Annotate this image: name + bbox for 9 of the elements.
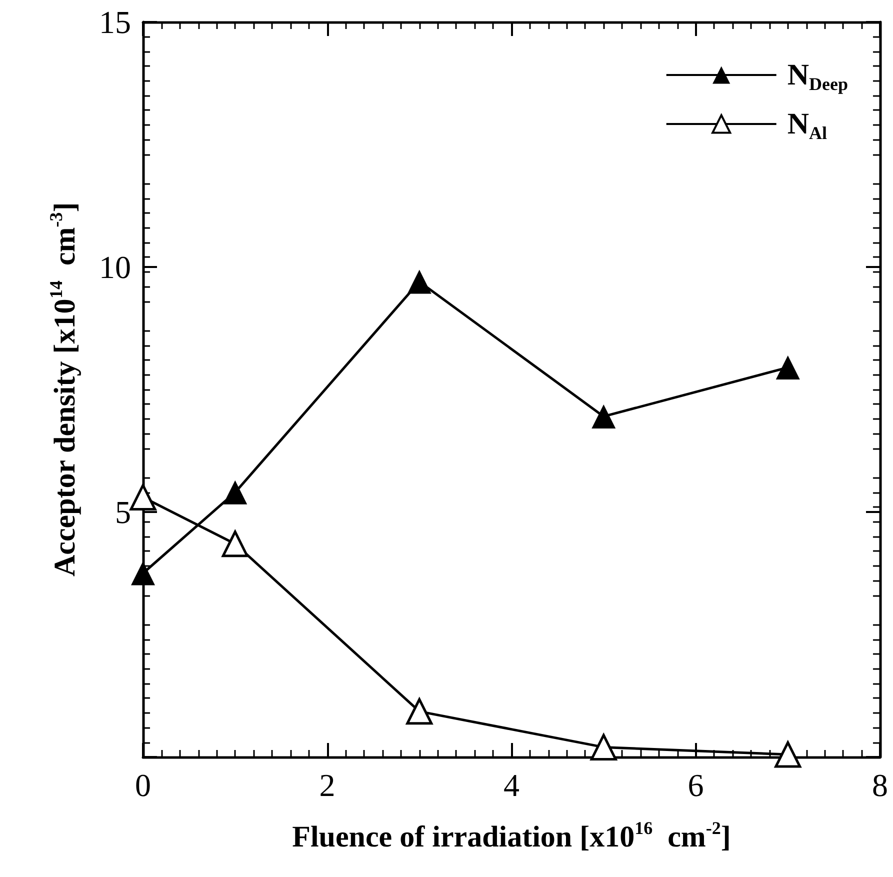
x-tick-label: 2 [319, 767, 336, 803]
x-tick-label: 0 [135, 767, 151, 803]
y-tick-label: 5 [115, 494, 131, 530]
y-tick-label: 10 [99, 249, 131, 285]
x-tick-label: 6 [688, 767, 704, 803]
x-tick-label: 8 [872, 767, 888, 803]
y-tick-label: 15 [99, 4, 131, 40]
x-tick-label: 4 [504, 767, 520, 803]
y-axis-title: Acceptor density [x1014 cm-3] [46, 202, 82, 577]
